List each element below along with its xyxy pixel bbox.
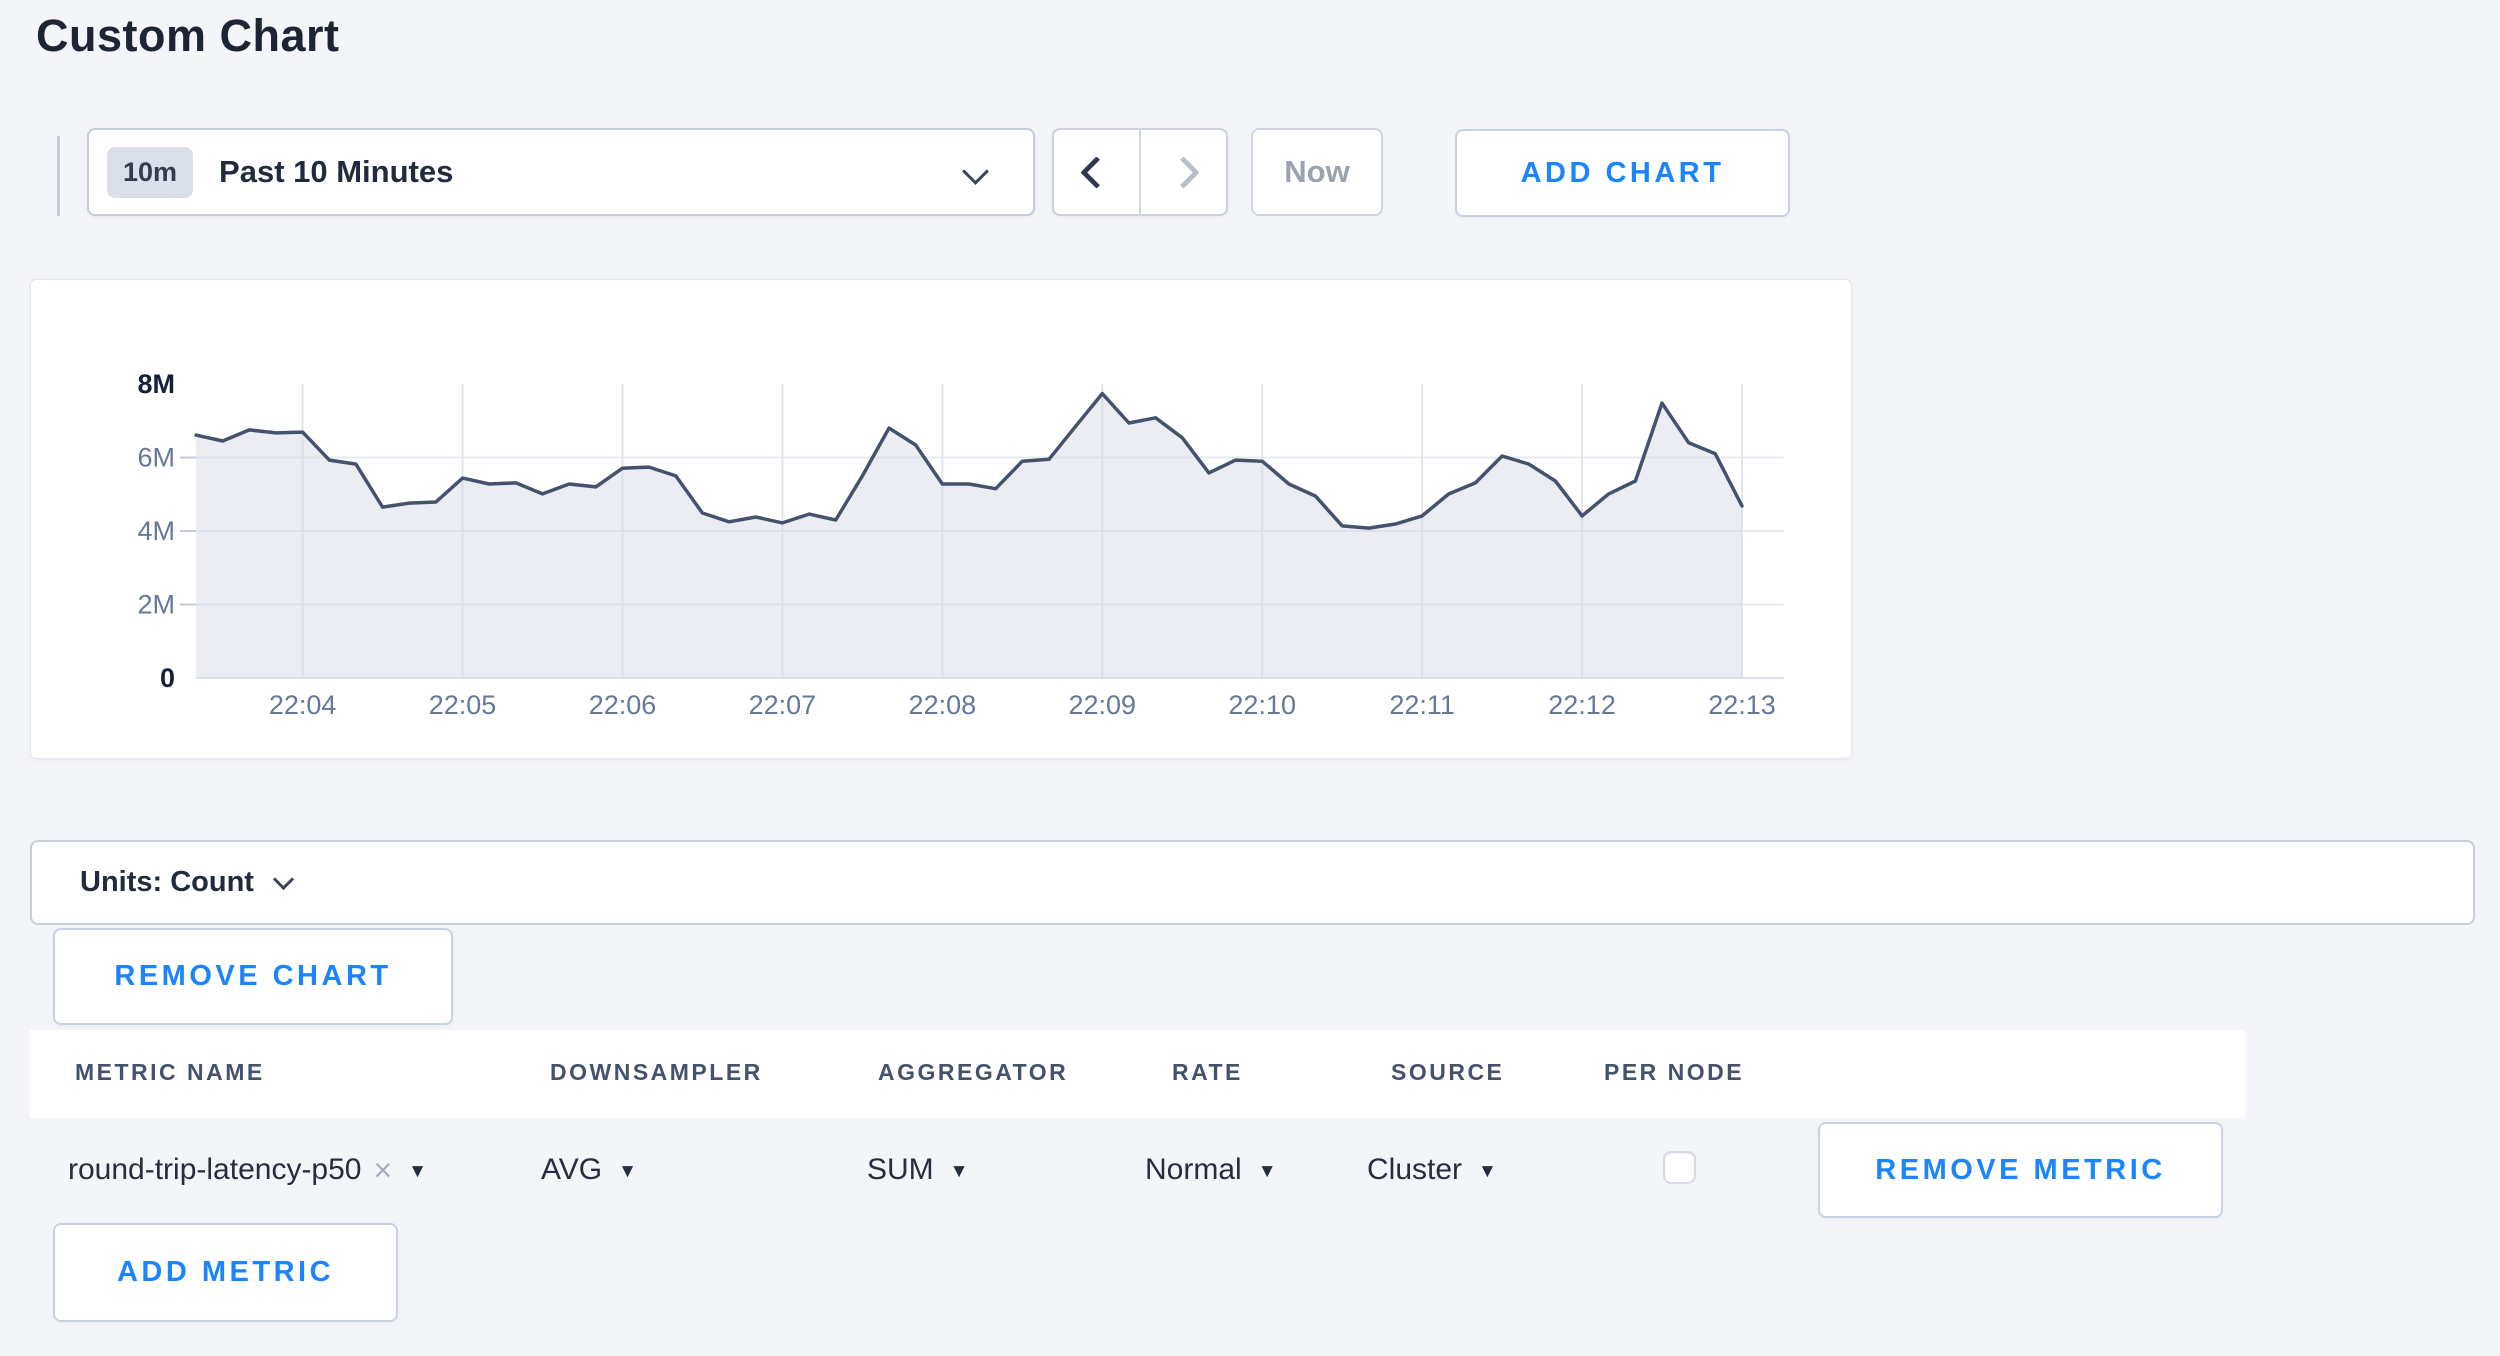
remove-metric-button[interactable]: REMOVE METRIC [1818,1122,2223,1218]
next-range-button[interactable] [1139,130,1226,214]
svg-text:22:10: 22:10 [1228,690,1296,720]
svg-text:22:09: 22:09 [1068,690,1136,720]
prev-range-button[interactable] [1054,130,1139,214]
svg-text:6M: 6M [137,443,175,473]
caret-down-icon: ▼ [618,1161,637,1182]
svg-text:22:08: 22:08 [909,690,977,720]
caret-down-icon: ▼ [1478,1161,1497,1182]
column-header-rate: RATE [1172,1059,1243,1085]
metrics-table-header: METRIC NAME DOWNSAMPLER AGGREGATOR RATE … [30,1030,2245,1118]
chart-canvas[interactable]: 22:04 22:05 22:06 22:07 22:08 22:09 22:10 22:11… [31,280,1851,758]
remove-icon[interactable]: × [373,1151,393,1188]
downsampler-value: AVG [541,1153,603,1186]
metric-name-value: round-trip-latency-p50 [68,1153,362,1186]
chevron-left-icon [1080,155,1113,189]
svg-text:2M: 2M [137,590,175,620]
add-chart-button[interactable]: ADD CHART [1455,129,1790,217]
svg-text:22:07: 22:07 [749,690,817,720]
column-header-source: SOURCE [1391,1059,1505,1085]
chart-card: 22:04 22:05 22:06 22:07 22:08 22:09 22:10 22:11… [30,279,1852,759]
downsampler-dropdown[interactable]: AVG ▼ [541,1122,637,1218]
now-button[interactable]: Now [1251,128,1383,216]
toolbar-divider [57,136,60,216]
svg-text:4M: 4M [137,516,175,546]
time-range-badge: 10m [107,146,194,198]
svg-text:0: 0 [160,663,175,693]
metric-name-dropdown[interactable]: round-trip-latency-p50 × ▼ [68,1122,427,1218]
column-header-aggregator: AGGREGATOR [878,1059,1069,1085]
svg-text:22:12: 22:12 [1548,690,1616,720]
column-header-metric-name: METRIC NAME [75,1059,265,1085]
svg-text:22:05: 22:05 [429,690,497,720]
metric-row: round-trip-latency-p50 × ▼ AVG ▼ SUM ▼ N… [30,1122,2475,1218]
source-value: Cluster [1367,1153,1463,1186]
aggregator-value: SUM [867,1153,934,1186]
add-metric-button[interactable]: ADD METRIC [53,1223,398,1322]
units-selector[interactable]: Units: Count [30,840,2475,925]
column-header-downsampler: DOWNSAMPLER [550,1059,763,1085]
svg-text:22:11: 22:11 [1389,690,1455,720]
svg-text:8M: 8M [137,369,175,399]
chevron-right-icon [1167,155,1200,189]
source-dropdown[interactable]: Cluster ▼ [1367,1122,1497,1218]
page-title: Custom Chart [36,10,340,61]
caret-down-icon: ▼ [408,1161,427,1182]
units-label: Units: Count [80,866,254,898]
rate-dropdown[interactable]: Normal ▼ [1145,1122,1277,1218]
time-range-label: Past 10 Minutes [219,154,454,189]
remove-chart-button[interactable]: REMOVE CHART [53,928,453,1025]
chevron-down-icon [272,868,295,891]
per-node-checkbox[interactable] [1663,1151,1696,1184]
caret-down-icon: ▼ [949,1161,969,1182]
rate-value: Normal [1145,1153,1242,1186]
time-nav-group [1052,128,1228,216]
svg-text:22:06: 22:06 [589,690,657,720]
aggregator-dropdown[interactable]: SUM ▼ [867,1122,968,1218]
column-header-per-node: PER NODE [1604,1059,1745,1085]
chevron-down-icon [962,158,989,185]
svg-text:22:04: 22:04 [269,690,337,720]
time-range-selector[interactable]: 10m Past 10 Minutes [87,128,1035,216]
svg-text:22:13: 22:13 [1708,690,1776,720]
caret-down-icon: ▼ [1257,1161,1277,1182]
